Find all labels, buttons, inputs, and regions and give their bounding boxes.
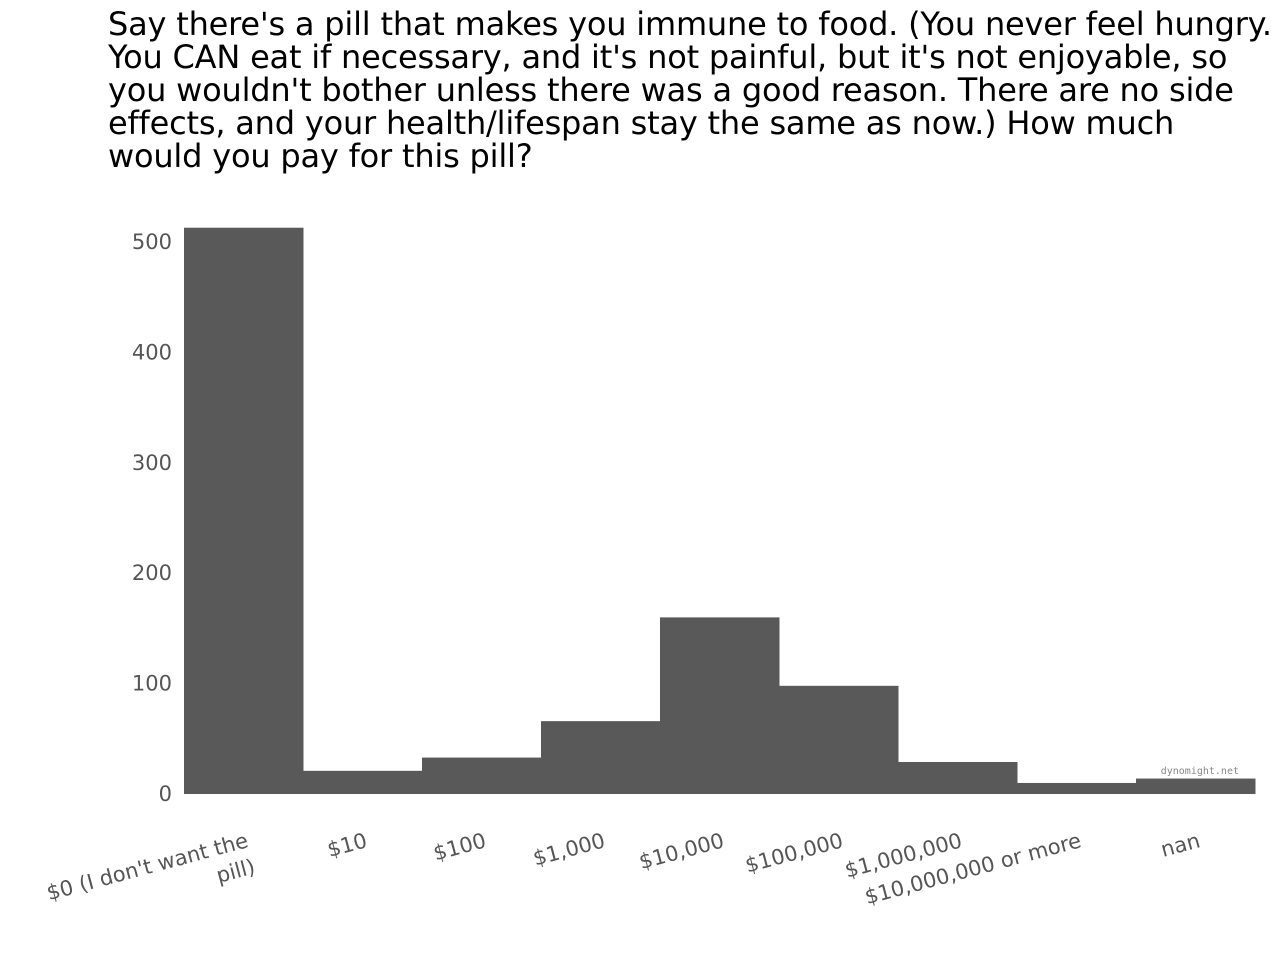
bar-0 [184, 227, 304, 795]
bars-group [184, 227, 1256, 795]
y-axis-ticks: 0 100 200 300 400 500 [132, 230, 172, 806]
x-tick-label-group: $10 [325, 828, 370, 862]
x-tick-label: $100 [431, 828, 489, 865]
x-tick-label-group: $100,000 [743, 828, 846, 877]
chart-title: Say there's a pill that makes you immune… [108, 5, 1272, 175]
bar-7 [1017, 782, 1137, 794]
watermark: dynomight.net [1161, 766, 1239, 777]
bar-1 [303, 770, 423, 794]
x-tick-label-group: $100 [431, 828, 489, 865]
x-tick-label: $1,000 [530, 828, 607, 870]
y-tick-label: 100 [132, 672, 172, 696]
bar-3 [541, 721, 661, 794]
bar-8 [1136, 778, 1256, 794]
y-tick-label: 0 [159, 782, 172, 806]
y-tick-label: 500 [132, 230, 172, 254]
x-tick-label: $10,000 [637, 828, 727, 874]
x-tick-label: $10 [325, 828, 370, 862]
x-tick-label: $100,000 [743, 828, 846, 877]
x-tick-label-group: $10,000 [637, 828, 727, 874]
y-tick-label: 400 [132, 340, 172, 364]
x-tick-label-group: $1,000 [530, 828, 607, 870]
y-tick-label: 200 [132, 561, 172, 585]
x-tick-label: nan [1158, 828, 1202, 861]
bar-6 [898, 761, 1018, 794]
bar-2 [422, 757, 542, 794]
y-tick-label: 300 [132, 451, 172, 475]
bar-4 [660, 617, 780, 794]
x-tick-label-group: nan [1158, 828, 1202, 861]
bar-5 [779, 685, 899, 794]
